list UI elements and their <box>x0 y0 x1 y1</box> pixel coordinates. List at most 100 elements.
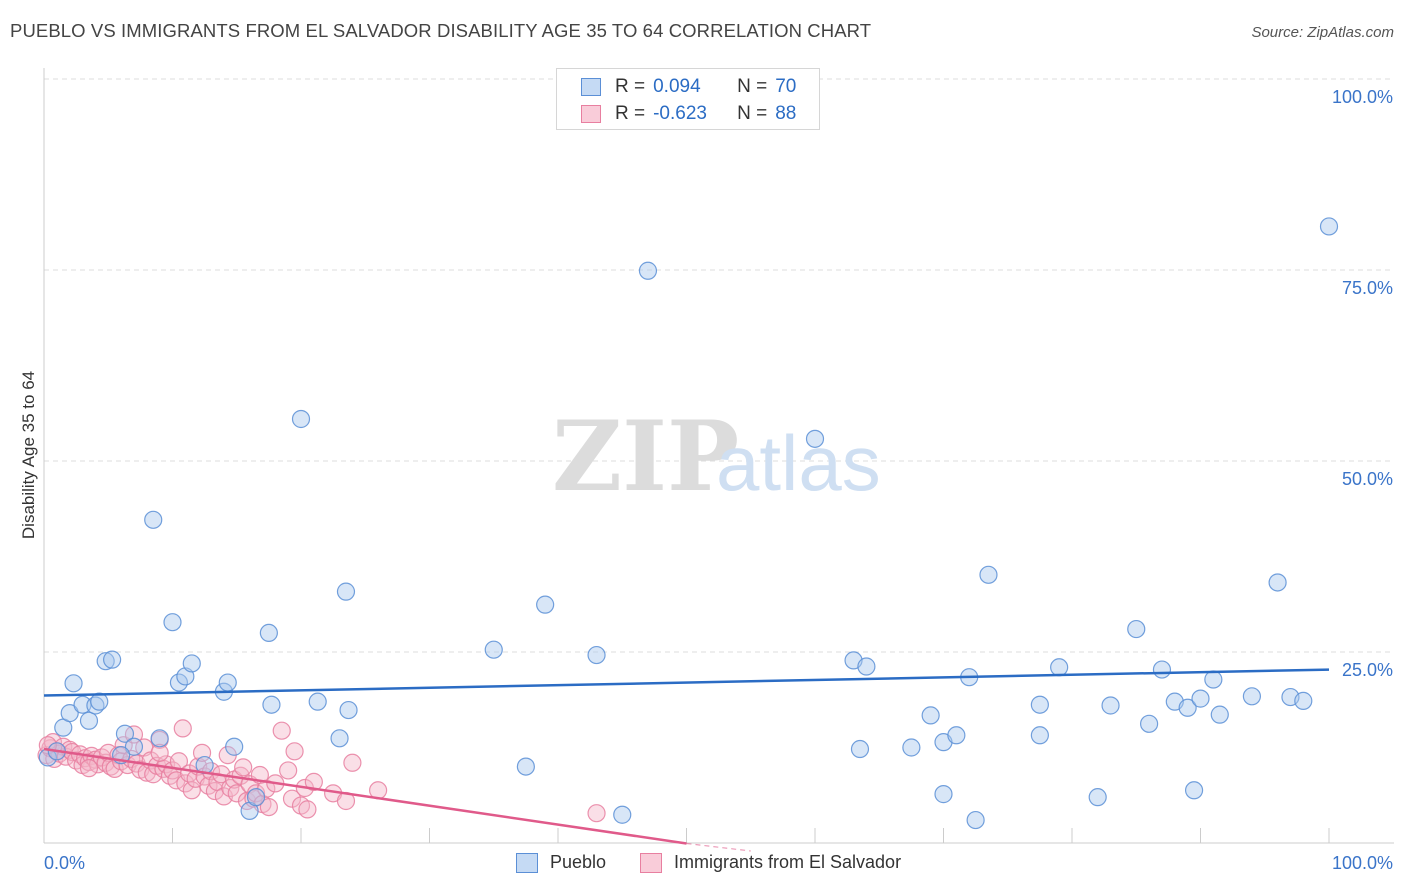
r-label: R = <box>615 103 646 124</box>
y-axis-title: Disability Age 35 to 64 <box>19 371 38 539</box>
pueblo-legend-swatch <box>516 852 538 873</box>
el-salvador-point <box>79 759 99 778</box>
pueblo-point <box>90 692 109 711</box>
pueblo-point <box>291 409 311 429</box>
pueblo-point <box>850 739 870 759</box>
el-salvador-point <box>343 753 362 772</box>
el-salvador-point <box>176 774 195 793</box>
pueblo-point <box>96 652 115 671</box>
y-tick-label: 25.0% <box>1342 660 1393 680</box>
el-salvador-point <box>234 758 253 777</box>
el-salvador-point <box>279 761 298 780</box>
axes <box>43 68 1394 844</box>
pueblo-point <box>259 623 278 643</box>
pueblo-point <box>246 788 266 807</box>
el-salvador-swatch <box>581 105 601 123</box>
pueblo-point <box>921 706 940 725</box>
pueblo-point <box>330 729 349 748</box>
watermark-atlas: atlas <box>716 419 881 507</box>
pueblo-swatch <box>581 78 601 96</box>
pueblo-point <box>163 613 182 632</box>
tick-labels: 25.0% 50.0% 75.0% 100.0% 0.0% 100.0% <box>44 87 1393 873</box>
pueblo-point <box>1050 658 1069 677</box>
pueblo-point <box>182 654 201 673</box>
pueblo-point <box>966 810 985 830</box>
series-pueblo-points <box>38 217 1339 830</box>
trend-lines <box>43 668 1330 852</box>
el-salvador-point <box>173 719 192 738</box>
legend-label-el-salvador: Immigrants from El Salvador <box>674 852 902 872</box>
el-salvador-trend-extension <box>686 842 751 852</box>
pueblo-point <box>979 565 998 584</box>
pueblo-point <box>1184 781 1204 800</box>
series-legend: Pueblo Immigrants from El Salvador <box>0 852 1406 878</box>
pueblo-point <box>947 726 966 745</box>
y-tick-label: 50.0% <box>1342 469 1393 489</box>
pueblo-point <box>1319 217 1339 236</box>
pueblo-point <box>1268 573 1287 592</box>
pueblo-point <box>1191 689 1210 708</box>
pueblo-point <box>484 640 503 659</box>
legend-label-pueblo: Pueblo <box>550 852 607 872</box>
pueblo-point <box>536 595 555 614</box>
pueblo-point <box>60 704 79 723</box>
chart-title: PUEBLO VS IMMIGRANTS FROM EL SALVADOR DI… <box>10 20 872 41</box>
n-label: N = <box>737 76 768 97</box>
pueblo-point <box>150 729 169 748</box>
pueblo-point <box>225 737 244 756</box>
el-salvador-point <box>304 772 323 791</box>
el-salvador-point <box>246 784 266 803</box>
pueblo-point <box>1030 726 1049 745</box>
pueblo-point <box>1242 687 1262 706</box>
pueblo-point <box>308 692 327 711</box>
pueblo-point <box>262 695 281 714</box>
pueblo-point <box>1294 691 1313 710</box>
n-value: 70 <box>775 76 797 97</box>
n-label: N = <box>737 103 768 124</box>
pueblo-point <box>336 582 356 601</box>
legend-item-pueblo[interactable]: Pueblo <box>516 852 606 873</box>
r-label: R = <box>615 76 646 97</box>
pueblo-point <box>64 674 83 693</box>
pueblo-point <box>902 738 921 757</box>
pueblo-point <box>1204 670 1223 689</box>
el-salvador-point <box>285 742 304 761</box>
stats-legend: R = 0.094 N = 70 R = -0.623 N = 88 <box>556 68 820 130</box>
pueblo-point <box>805 429 825 448</box>
r-value: 0.094 <box>653 76 701 97</box>
el-salvador-legend-swatch <box>640 852 662 873</box>
pueblo-point <box>1152 660 1172 679</box>
pueblo-point <box>1088 788 1107 807</box>
x-tick-label: 0.0% <box>44 853 85 873</box>
pueblo-point <box>1030 695 1049 714</box>
pueblo-point <box>1178 698 1197 717</box>
r-value: -0.623 <box>653 103 707 124</box>
pueblo-point <box>1127 619 1146 639</box>
source-label: Source: ZipAtlas.com <box>1251 24 1394 41</box>
el-salvador-point <box>282 789 302 808</box>
x-tick-label: 100.0% <box>1332 853 1393 873</box>
el-salvador-point <box>259 797 278 817</box>
pueblo-point <box>339 700 358 720</box>
y-tick-label: 75.0% <box>1342 278 1393 298</box>
pueblo-point <box>1210 705 1229 724</box>
el-salvador-point <box>150 743 169 762</box>
pueblo-point <box>1139 714 1159 733</box>
stats-row-el-salvador: R = -0.623 N = 88 <box>581 101 796 127</box>
el-salvador-point <box>182 781 201 800</box>
stats-row-pueblo: R = 0.094 N = 70 <box>581 74 796 100</box>
gridlines <box>44 78 1394 653</box>
el-salvador-point <box>298 800 317 819</box>
pueblo-point <box>587 645 606 665</box>
pueblo-point <box>115 724 135 743</box>
watermark-zip: ZIP <box>552 400 739 513</box>
pueblo-point <box>103 650 122 669</box>
el-salvador-point <box>227 784 246 803</box>
el-salvador-point <box>272 721 291 740</box>
pueblo-point <box>934 785 953 804</box>
legend-item-el-salvador[interactable]: Immigrants from El Salvador <box>640 852 901 873</box>
pueblo-point <box>124 737 144 756</box>
pueblo-point <box>1101 696 1120 715</box>
el-salvador-trend-line <box>43 747 687 845</box>
